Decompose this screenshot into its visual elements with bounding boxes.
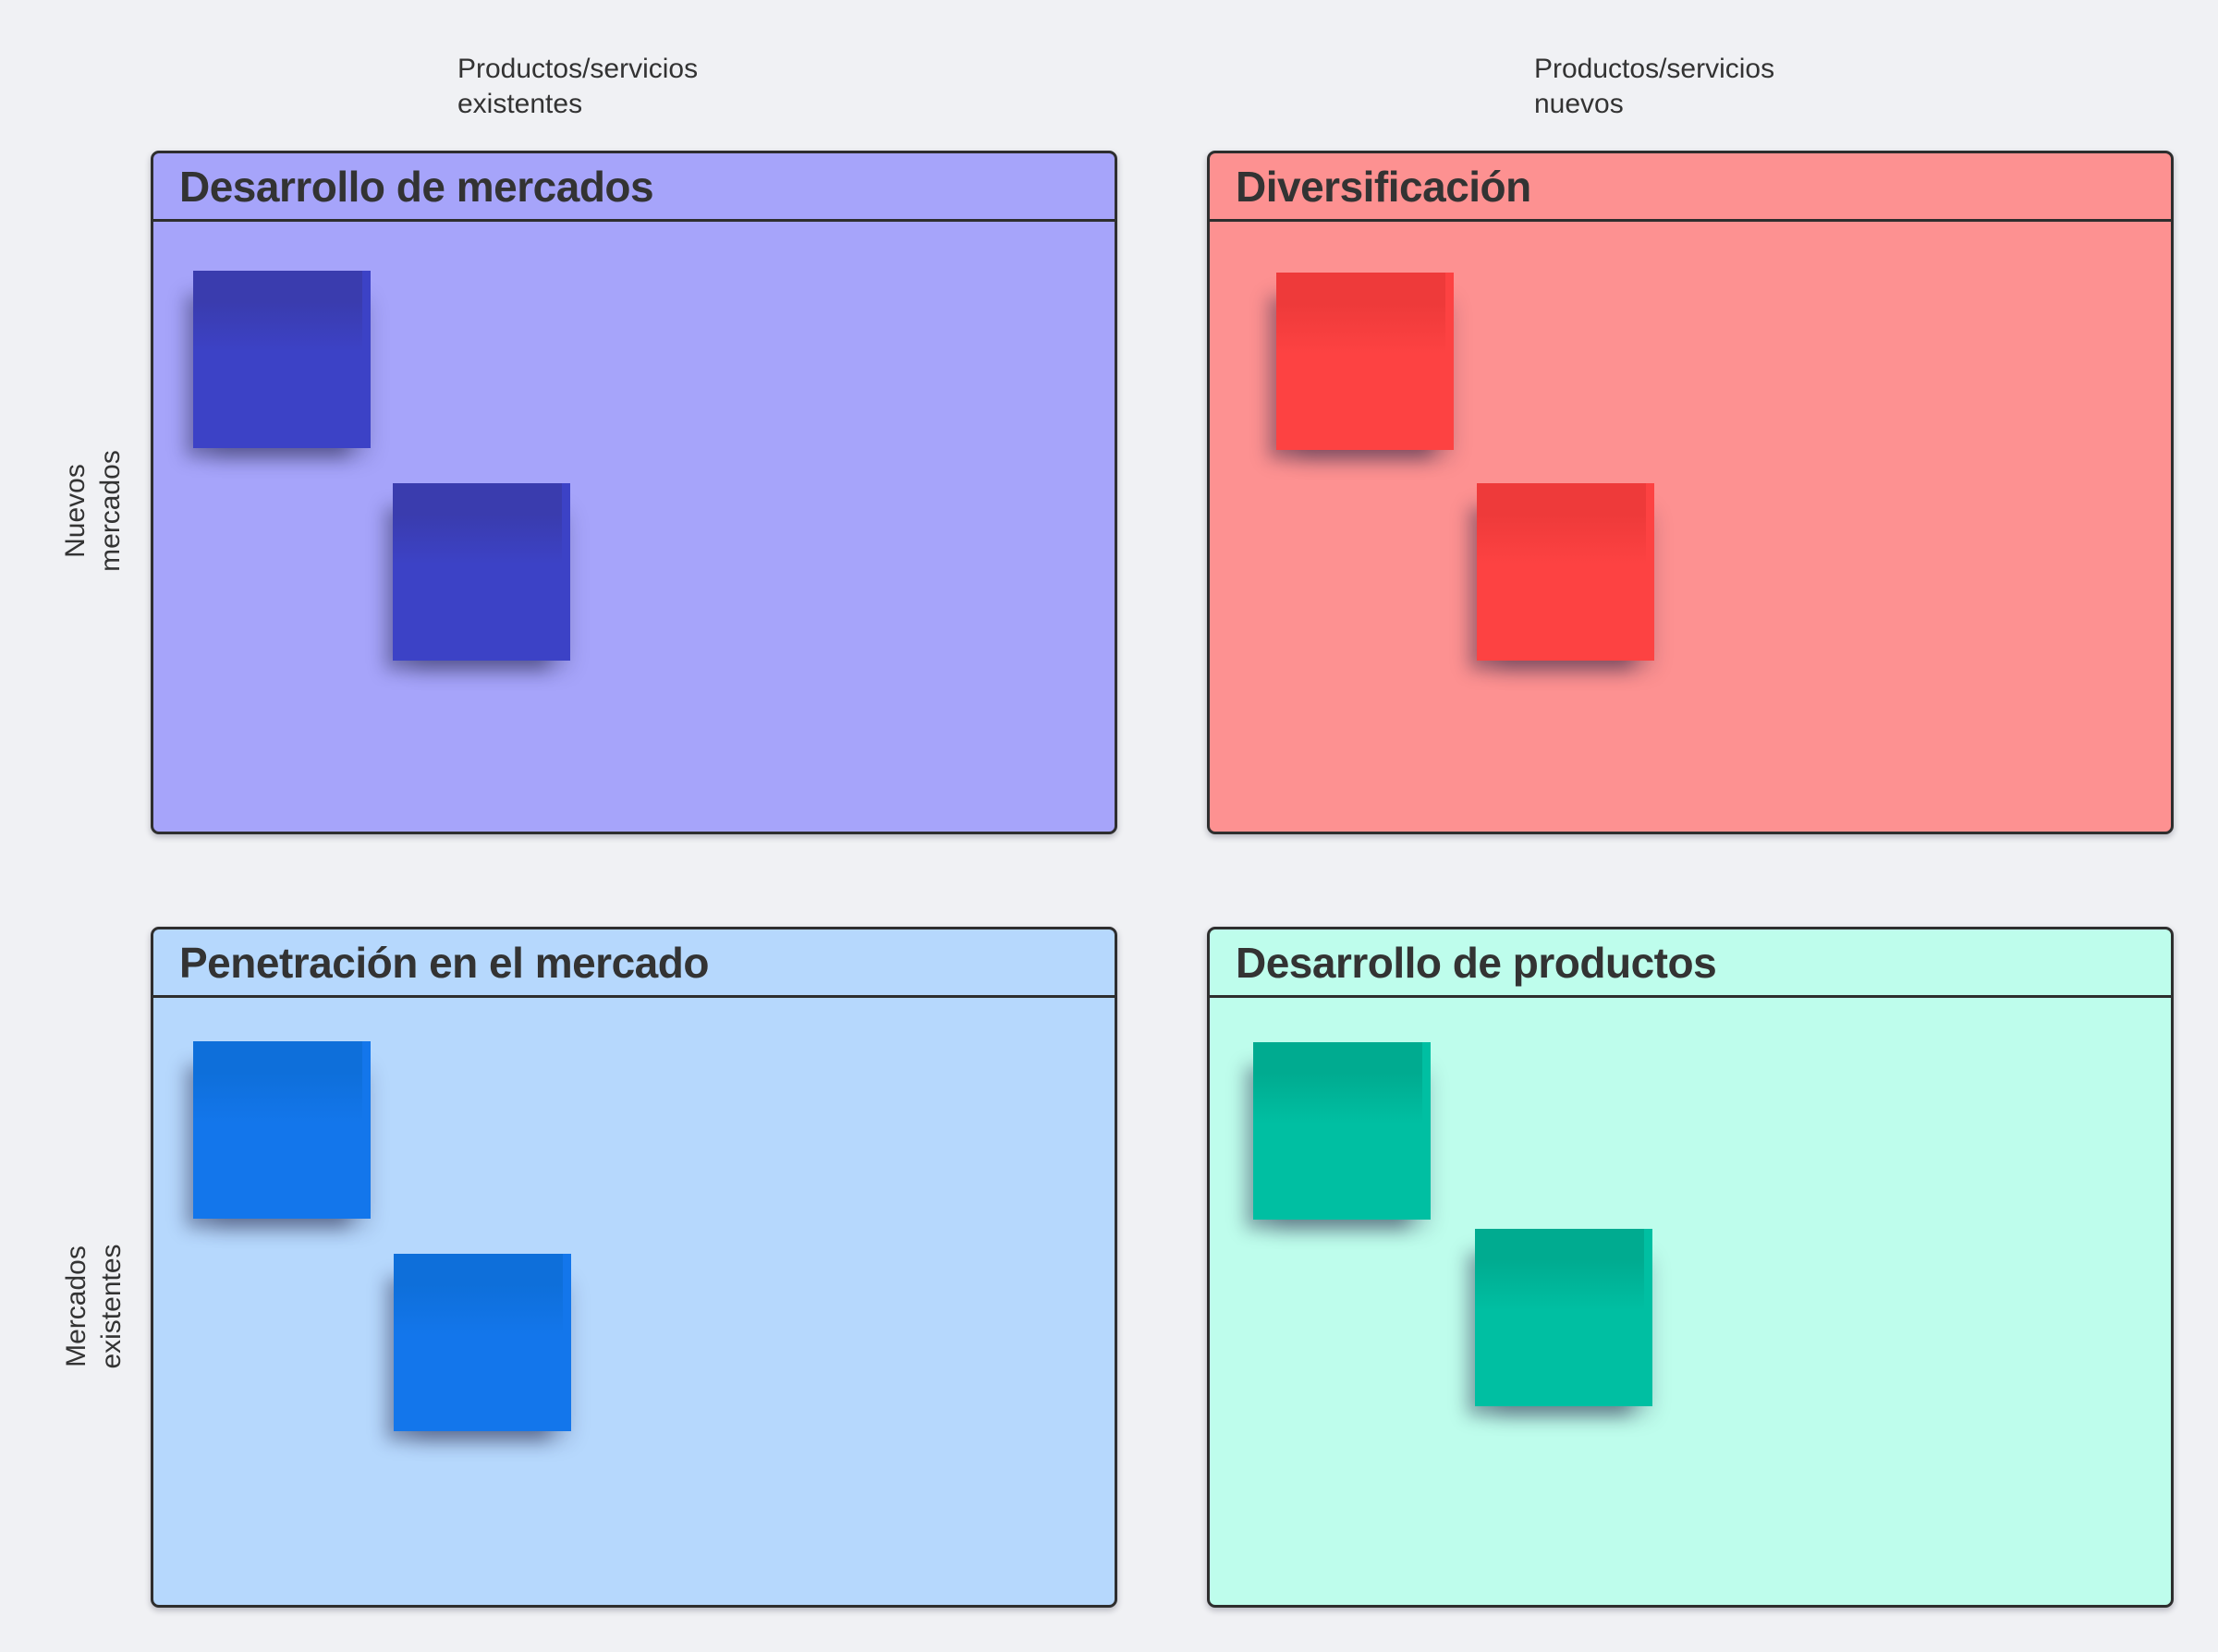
axis-label-mercados-existentes: Mercados existentes <box>61 1244 127 1369</box>
quadrant-title: Desarrollo de productos <box>1236 938 1717 987</box>
sticky-note[interactable] <box>1276 273 1454 450</box>
sticky-note[interactable] <box>1477 483 1654 661</box>
quadrant-desarrollo-de-mercados[interactable]: Desarrollo de mercados <box>151 151 1117 834</box>
quadrant-title: Penetración en el mercado <box>179 938 709 987</box>
sticky-note[interactable] <box>1253 1042 1431 1220</box>
quadrant-header: Penetración en el mercado <box>153 929 1115 998</box>
sticky-note[interactable] <box>193 1041 371 1219</box>
axis-label-productos-nuevos: Productos/servicios nuevos <box>1534 54 1775 119</box>
quadrant-penetracion-en-el-mercado[interactable]: Penetración en el mercado <box>151 927 1117 1608</box>
quadrant-desarrollo-de-productos[interactable]: Desarrollo de productos <box>1207 927 2174 1608</box>
sticky-note[interactable] <box>193 271 371 448</box>
axis-label-productos-existentes: Productos/servicios existentes <box>457 54 699 119</box>
sticky-note[interactable] <box>393 483 570 661</box>
quadrant-header: Diversificación <box>1210 153 2171 222</box>
sticky-note[interactable] <box>1475 1229 1652 1406</box>
quadrant-title: Diversificación <box>1236 162 1531 211</box>
sticky-note[interactable] <box>394 1254 571 1431</box>
axis-label-nuevos-mercados: Nuevos mercados <box>60 450 126 572</box>
quadrant-header: Desarrollo de mercados <box>153 153 1115 222</box>
quadrant-title: Desarrollo de mercados <box>179 162 654 211</box>
quadrant-diversificacion[interactable]: Diversificación <box>1207 151 2174 834</box>
quadrant-header: Desarrollo de productos <box>1210 929 2171 998</box>
